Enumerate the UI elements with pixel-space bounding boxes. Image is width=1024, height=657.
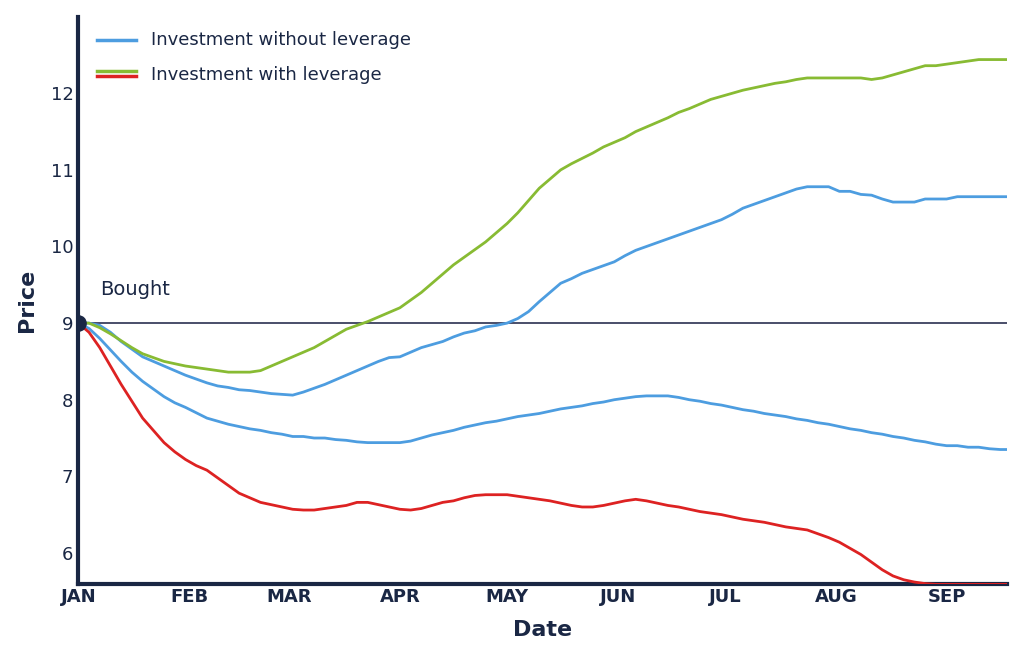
X-axis label: Date: Date xyxy=(513,620,572,641)
Text: Bought: Bought xyxy=(99,280,170,298)
Legend: Investment without leverage, Investment with leverage: Investment without leverage, Investment … xyxy=(96,32,411,83)
Y-axis label: Price: Price xyxy=(16,269,37,332)
